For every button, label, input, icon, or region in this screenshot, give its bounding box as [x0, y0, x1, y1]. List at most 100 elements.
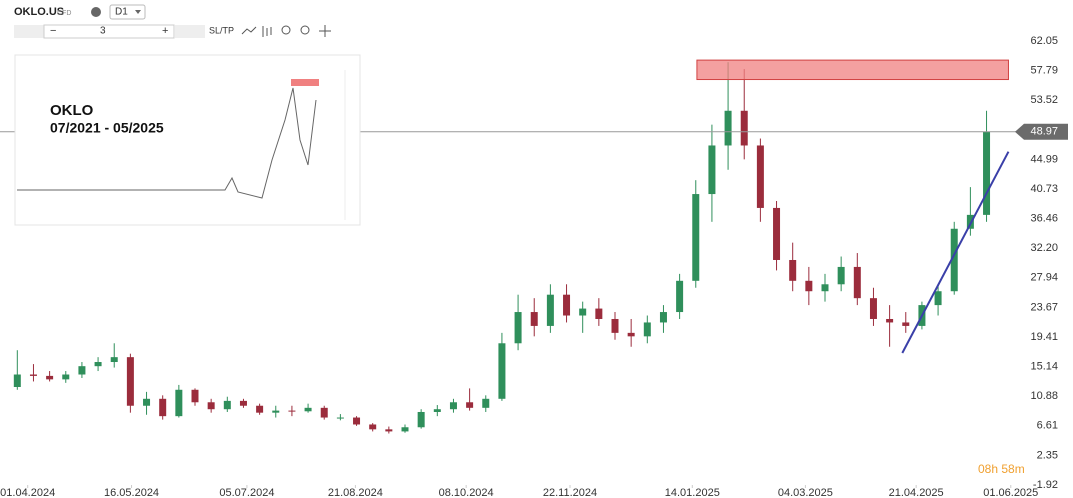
sltp[interactable]: SL/TP: [209, 25, 234, 35]
candle-body: [692, 194, 700, 281]
candle-body: [110, 357, 118, 363]
info-icon[interactable]: [91, 7, 101, 17]
price-label: 48.97: [1030, 126, 1058, 138]
minus[interactable]: −: [50, 25, 56, 37]
candle-body: [417, 411, 425, 428]
y-tick-label: 40.73: [1030, 183, 1058, 195]
inset-chart: [17, 87, 317, 199]
grid-layer: [27, 485, 1012, 488]
candle-body: [304, 407, 312, 412]
candle-body: [498, 343, 506, 399]
instrument: CFD: [57, 10, 71, 17]
candle-body: [983, 131, 991, 215]
candle-body: [805, 280, 813, 292]
label-layer: 62.05 57.79 53.52 44.99 40.73 36.46 32.20 27.94…: [0, 35, 1068, 498]
y-tick-label: 6.61: [1037, 420, 1058, 432]
candle-body: [886, 318, 894, 323]
x-tick-label: 01.06.2025: [983, 487, 1038, 498]
candle-body: [126, 357, 134, 406]
inset-period: 07/2021 - 05/2025: [50, 120, 164, 136]
trendline: [901, 151, 1010, 354]
zoom-in-icon[interactable]: [300, 25, 310, 35]
quantity: 3: [100, 26, 106, 37]
candle-body: [789, 259, 797, 281]
x-tick-label: 08.10.2024: [439, 487, 494, 498]
candle-body: [563, 294, 571, 316]
candle-body: [740, 110, 748, 146]
candle-body: [320, 407, 328, 418]
quantity-box[interactable]: [43, 24, 175, 39]
candle-body: [46, 375, 54, 380]
x-tick-label: 22.11.2024: [543, 487, 597, 498]
x-tick-label: 16.05.2024: [104, 487, 159, 498]
candle-body: [385, 429, 393, 432]
candle-body: [353, 417, 361, 425]
x-tick-label: 21.04.2025: [889, 487, 944, 498]
candle-body: [94, 362, 102, 367]
dropdown-arrow: [135, 10, 141, 14]
y-tick-label: 57.79: [1030, 64, 1058, 76]
countdown: 08h 58m: [978, 462, 1025, 476]
candle-tool-icon[interactable]: [262, 26, 272, 37]
candle-body: [336, 417, 344, 419]
candle-body: [724, 110, 732, 146]
buy-box[interactable]: [175, 25, 205, 38]
move-icon[interactable]: [319, 25, 331, 37]
candle-body: [239, 400, 247, 406]
x-tick-label: 05.07.2024: [219, 487, 274, 498]
y-tick-label: 19.41: [1030, 331, 1058, 343]
candle-body: [466, 402, 474, 408]
y-tick-label: 15.14: [1030, 361, 1058, 373]
line-tool-icon[interactable]: [241, 26, 257, 35]
candle-body: [902, 322, 910, 326]
y-tick-label: 62.05: [1030, 35, 1058, 47]
plus[interactable]: +: [162, 25, 168, 37]
symbol[interactable]: OKLO.US: [14, 6, 64, 18]
candle-body: [191, 389, 199, 403]
candle-body: [449, 402, 457, 410]
candle-body: [579, 308, 587, 316]
candle-body: [175, 389, 183, 417]
candle-body: [530, 312, 538, 326]
y-tick-label: 32.20: [1030, 242, 1058, 254]
candle-body: [256, 405, 264, 413]
inset-zone: [291, 79, 319, 86]
inset: OKLO 07/2021 - 05/2025: [14, 54, 361, 226]
candle-body: [401, 427, 409, 432]
zoom-out-icon[interactable]: [281, 25, 291, 35]
candle-body: [611, 318, 619, 333]
candle-body: [288, 410, 296, 412]
candle-body: [272, 410, 280, 413]
candle-body: [756, 145, 764, 208]
candle-body: [159, 398, 167, 417]
candle-body: [627, 332, 635, 337]
y-tick-label: 27.94: [1030, 272, 1058, 284]
x-tick-label: 04.03.2025: [778, 487, 833, 498]
candle-body: [643, 322, 651, 337]
candle-body: [595, 308, 603, 319]
candle-body: [62, 374, 70, 380]
timeframe-select[interactable]: [109, 4, 146, 20]
toolbar: OKLO.US CFD D1 − 3 + SL/TP: [0, 0, 350, 40]
candle-body: [676, 280, 684, 313]
candle-body: [514, 312, 522, 344]
candle-body: [433, 409, 441, 412]
candle-body: [78, 366, 86, 375]
y-tick-label: 36.46: [1030, 213, 1058, 225]
candle-body: [369, 424, 377, 430]
sell-box[interactable]: [14, 25, 44, 38]
x-tick-label: 21.08.2024: [328, 487, 383, 498]
price-badge: [1015, 123, 1068, 140]
mark-layer: [0, 59, 1020, 434]
candle-body: [546, 294, 554, 326]
x-tick-label: 01.04.2024: [0, 487, 55, 498]
candle-body: [773, 207, 781, 260]
candle-body: [143, 398, 151, 406]
candle-body: [869, 298, 877, 319]
candle-body: [821, 284, 829, 292]
y-tick-label: 2.35: [1037, 449, 1058, 461]
timeframe: D1: [115, 7, 128, 18]
candle-body: [950, 228, 958, 292]
candle-body: [13, 374, 21, 388]
